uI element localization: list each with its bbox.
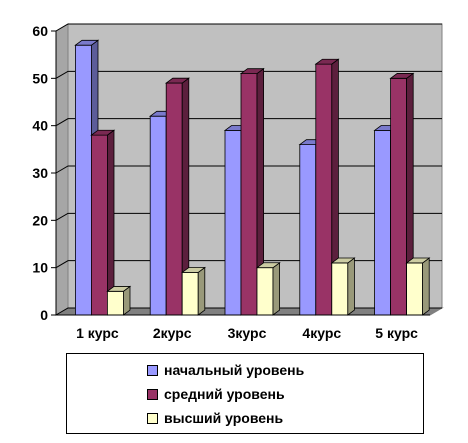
legend-item-high: высший уровень [147, 408, 283, 428]
legend-label-initial: начальный уровень [164, 362, 305, 378]
y-tick-label: 20 [32, 212, 48, 228]
bar-front [315, 63, 333, 316]
bar-front [299, 144, 317, 316]
legend-swatch-high [147, 412, 158, 424]
bar-front [240, 73, 258, 316]
bar-side [347, 257, 355, 316]
bar-medium-3 [239, 67, 265, 316]
x-tick-label: 3курс [228, 325, 267, 341]
bar-front [390, 77, 408, 316]
bar-high-1 [106, 285, 132, 316]
x-tick-label: 5 курс [375, 325, 418, 341]
y-tick-label: 30 [32, 165, 48, 181]
bars [74, 39, 431, 316]
bar-top [164, 77, 191, 84]
bar-top [106, 286, 132, 292]
legend-label-medium: средний уровень [164, 386, 285, 402]
bar-front [165, 82, 183, 316]
legend: начальный уровень средний уровень высший… [66, 353, 424, 434]
bar-front [331, 262, 349, 316]
y-tick-label: 10 [32, 260, 48, 276]
bar-top [405, 257, 431, 264]
bar-high-5 [405, 257, 431, 316]
bar-top [255, 262, 281, 269]
bar-front [224, 129, 242, 316]
legend-swatch-medium [147, 388, 158, 400]
legend-item-initial: начальный уровень [147, 360, 304, 380]
y-tick-label: 60 [32, 23, 48, 39]
legend-label-high: высший уровень [164, 410, 284, 426]
bar-front [256, 267, 274, 316]
x-tick-label: 4курс [302, 325, 341, 341]
x-tick-labels: 1 курс 2курс 3курс 4курс 5 курс [76, 325, 418, 341]
bar-high-2 [180, 266, 207, 316]
bar-front [406, 262, 424, 316]
bar-side [422, 257, 430, 316]
bar-front [181, 271, 199, 316]
legend-swatch-initial [147, 364, 158, 376]
bar-medium-1 [90, 129, 116, 316]
bar-top [74, 39, 100, 46]
gridline [55, 23, 442, 32]
x-tick-label: 1 курс [76, 325, 119, 341]
y-tick-labels: 0 10 20 30 40 50 60 [32, 23, 48, 323]
bar-front [149, 115, 167, 316]
bar-front [75, 44, 92, 316]
bar-top [180, 267, 207, 273]
bar-front [374, 129, 392, 316]
bar-medium-2 [164, 77, 191, 316]
y-tick-label: 50 [32, 70, 48, 86]
bar-top [389, 73, 415, 79]
bar-front [107, 290, 124, 316]
bar-high-4 [330, 257, 356, 316]
bar-side [272, 261, 281, 316]
y-tick-label: 0 [40, 307, 48, 323]
bar-medium-5 [389, 72, 415, 316]
bar-top [90, 129, 116, 136]
legend-item-medium: средний уровень [147, 384, 285, 404]
bar-top [239, 68, 265, 74]
axes [51, 30, 430, 316]
bar-chart: 0 10 20 30 40 50 60 1 курс 2курс 3курс 4курс 5 кур… [32, 23, 444, 341]
bar-side [197, 266, 206, 316]
y-tick-label: 40 [32, 118, 48, 134]
bar-top [330, 257, 356, 264]
x-tick-label: 2курс [153, 325, 192, 341]
bar-top [314, 58, 340, 65]
bar-front [91, 134, 108, 316]
bar-high-3 [255, 261, 281, 316]
